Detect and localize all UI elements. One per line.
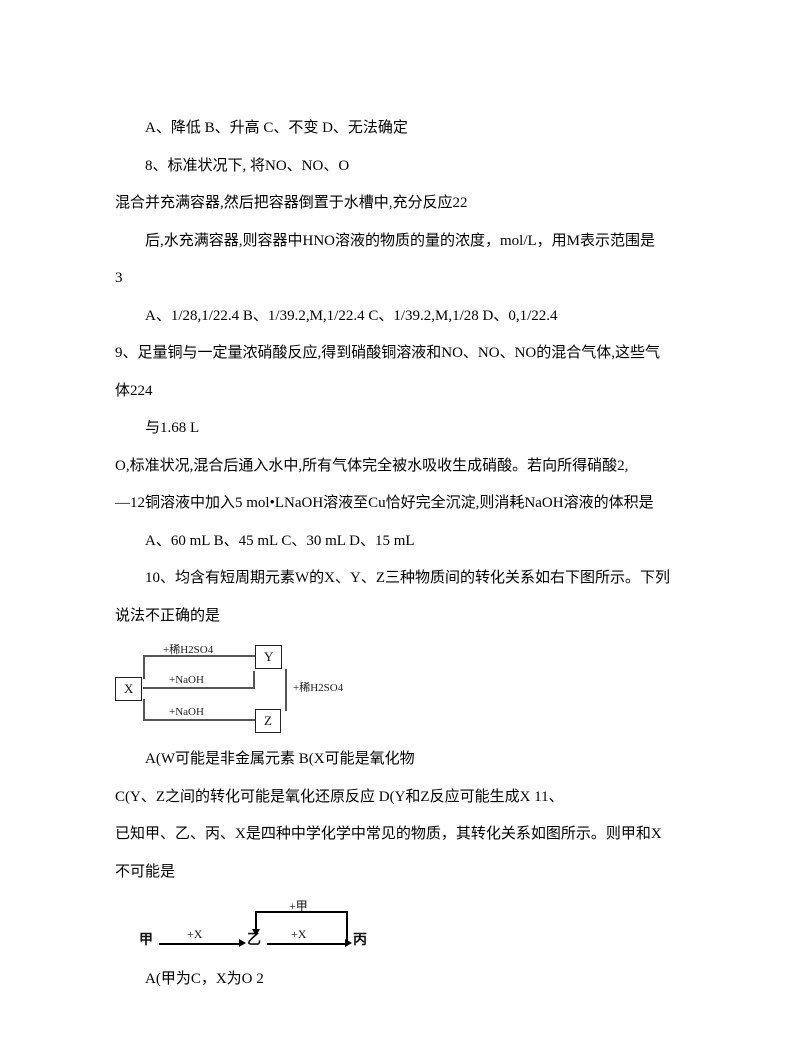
question-11-line-2: 不可能是 [115, 854, 685, 892]
question-9-line-3: 与1.68 L [115, 410, 685, 448]
node-z: Z [255, 709, 281, 733]
label-top: +稀H2SO4 [163, 641, 213, 657]
question-8-line-3: 后,水充满容器,则容器中HNO溶液的物质的量的浓度，mol/L，用M表示范围是 [115, 223, 685, 261]
question-10-line-2: 说法不正确的是 [115, 598, 685, 636]
question-10-line-1: 10、均含有短周期元素W的X、Y、Z三种物质间的转化关系如右下图所示。下列 [115, 560, 685, 598]
label-mid-2: +稀H2SO4 [293, 679, 343, 695]
question-9-options: A、60 mL B、45 mL C、30 mL D、15 mL [115, 523, 685, 561]
question-9-line-2: 体224 [115, 373, 685, 411]
document-page: A、降低 B、升高 C、不变 D、无法确定 8、标准状况下, 将NO、NO、O … [0, 0, 800, 1049]
diagram-q10: X Y Z +稀H2SO4 +NaOH +稀H2SO4 +NaOH [115, 641, 345, 737]
question-8-line-2: 混合并充满容器,然后把容器倒置于水槽中,充分反应22 [115, 185, 685, 223]
node-y: Y [255, 645, 282, 669]
option-line-7: A、降低 B、升高 C、不变 D、无法确定 [115, 110, 685, 148]
node-jia: 甲 [139, 929, 153, 949]
label-x-1: +X [187, 927, 202, 942]
question-8-line-4: 3 [115, 260, 685, 298]
question-8-options: A、1/28,1/22.4 B、1/39.2,M,1/22.4 C、1/39.2… [115, 298, 685, 336]
question-11-option-a: A(甲为C，X为O 2 [115, 961, 685, 999]
label-x-2: +X [291, 927, 306, 942]
question-9-line-4: O,标准状况,混合后通入水中,所有气体完全被水吸收生成硝酸。若向所得硝酸2, [115, 448, 685, 486]
question-9-line-5: —12铜溶液中加入5 mol•LNaOH溶液至Cu恰好完全沉淀,则消耗NaOH溶… [115, 485, 685, 523]
label-bot: +NaOH [169, 706, 204, 718]
question-11-line-1: 已知甲、乙、丙、X是四种中学化学中常见的物质，其转化关系如图所示。则甲和X [115, 816, 685, 854]
label-mid-1: +NaOH [169, 674, 204, 686]
question-9-line-1: 9、足量铜与一定量浓硝酸反应,得到硝酸铜溶液和NO、NO、NO的混合气体,这些气 [115, 335, 685, 373]
node-x: X [115, 677, 142, 701]
question-10-option-ab: A(W可能是非金属元素 B(X可能是氧化物 [115, 741, 685, 779]
question-10-option-cd: C(Y、Z之间的转化可能是氧化还原反应 D(Y和Z反应可能生成X 11、 [115, 779, 685, 817]
label-jia: +甲 [289, 897, 308, 914]
question-8-line-1: 8、标准状况下, 将NO、NO、O [115, 148, 685, 186]
diagram-q11: 甲 乙 丙 +X +X +甲 [139, 897, 399, 957]
node-bing: 丙 [353, 929, 367, 949]
